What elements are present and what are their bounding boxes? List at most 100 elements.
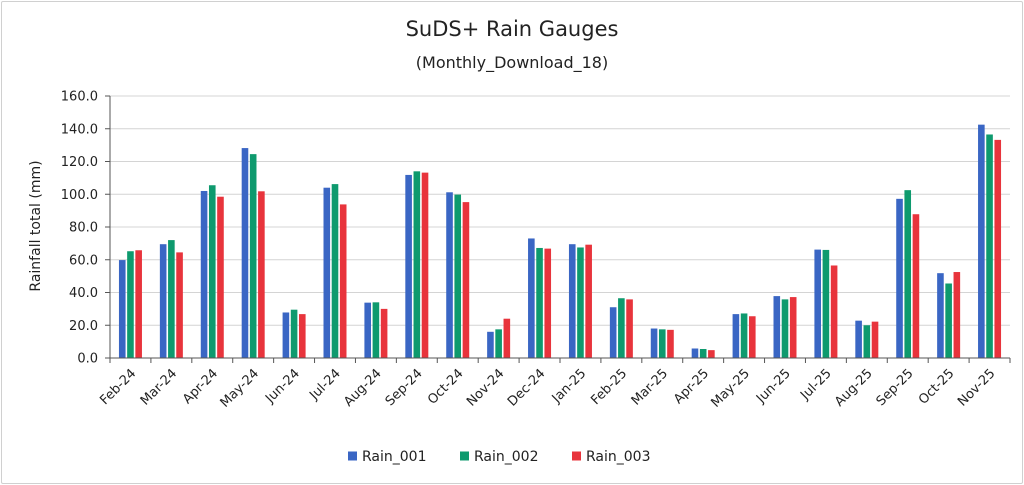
bar-group-aug-24 [364, 302, 388, 358]
bar-group-aug-25 [855, 320, 879, 358]
bar-rain-001-nov-24 [487, 331, 494, 358]
bar-group-apr-24 [200, 185, 224, 358]
bar-rain-001-jan-25 [568, 244, 576, 358]
legend-label: Rain_002 [474, 449, 538, 465]
y-tick-label: 40.0 [69, 286, 98, 301]
bar-rain-001-feb-25 [609, 307, 617, 358]
x-tick-label: Jun-24 [262, 366, 303, 407]
bar-rain-002-mar-24 [168, 240, 175, 358]
x-tick-label: May-24 [218, 366, 262, 410]
bar-rain-002-nov-24 [495, 329, 502, 358]
bar-rain-003-dec-24 [544, 248, 552, 358]
bar-rain-003-jan-25 [585, 244, 592, 358]
x-tick-label: Sep-25 [874, 366, 917, 409]
x-tick-label: Oct-24 [425, 366, 467, 408]
x-tick-label: Feb-25 [588, 366, 630, 408]
bar-group-sep-24 [405, 171, 429, 358]
x-tick-label: Jun-25 [753, 366, 794, 407]
x-tick-label: Jan-25 [549, 366, 590, 407]
bar-group-dec-24 [528, 238, 552, 358]
y-axis-label: Rainfall total (mm) [28, 160, 44, 291]
y-tick-label: 140.0 [61, 122, 98, 137]
y-tick-label: 100.0 [61, 188, 98, 203]
x-tick-label: Feb-24 [97, 366, 139, 408]
chart-title: SuDS+ Rain Gauges [406, 17, 619, 41]
bar-rain-003-sep-25 [912, 214, 920, 358]
bar-rain-003-sep-24 [421, 172, 429, 358]
bar-rain-003-feb-24 [135, 250, 142, 358]
bar-rain-002-nov-25 [986, 134, 993, 358]
bar-rain-002-jan-25 [577, 247, 584, 358]
bar-rain-003-nov-25 [994, 139, 1002, 358]
bar-rain-002-jun-24 [290, 309, 298, 358]
bar-rain-001-mar-24 [159, 244, 167, 358]
bar-group-mar-25 [650, 328, 674, 358]
x-tick-label: Apr-25 [671, 366, 712, 407]
bar-group-mar-24 [159, 240, 183, 358]
bar-rain-002-dec-24 [536, 247, 543, 358]
x-tick-label: Oct-25 [916, 366, 958, 408]
bar-group-may-25 [732, 313, 756, 358]
bar-group-oct-24 [446, 192, 470, 358]
x-tick-label: May-25 [708, 366, 752, 410]
bar-rain-001-aug-24 [364, 302, 372, 358]
legend-swatch-rain-001 [348, 451, 357, 461]
bar-rain-001-aug-25 [855, 320, 862, 358]
y-tick-label: 80.0 [69, 221, 98, 236]
legend-swatch-rain-002 [460, 451, 469, 461]
legend-label: Rain_001 [362, 449, 426, 465]
bar-rain-001-feb-24 [118, 260, 126, 358]
bar-rain-001-sep-24 [405, 174, 412, 358]
bar-rain-003-mar-24 [176, 252, 183, 358]
x-tick-label: Aug-24 [341, 366, 385, 410]
x-tick-label: Jul-25 [797, 366, 834, 403]
bar-rain-003-may-25 [748, 316, 756, 358]
bar-rain-002-sep-25 [904, 190, 912, 358]
bar-rain-003-jun-25 [789, 297, 797, 358]
bar-rain-003-apr-25 [708, 350, 715, 358]
legend: Rain_001 Rain_002 Rain_003 [348, 449, 650, 465]
y-tick-label: 60.0 [69, 253, 98, 268]
bar-rain-001-may-25 [732, 314, 740, 358]
bar-group-oct-25 [937, 272, 961, 358]
x-tick-label: Mar-25 [629, 366, 671, 408]
bar-rain-001-jul-25 [814, 249, 822, 358]
x-tick-label: Jul-24 [306, 366, 343, 403]
bar-group-feb-24 [118, 250, 142, 358]
bar-rain-002-jul-24 [331, 184, 339, 358]
bar-rain-001-apr-24 [200, 190, 208, 358]
bar-rain-001-jun-24 [282, 312, 290, 358]
bar-rain-003-feb-25 [626, 299, 633, 358]
bar-rain-003-may-24 [258, 191, 265, 358]
bar-rain-002-apr-25 [699, 348, 707, 358]
bar-group-jan-25 [568, 244, 592, 358]
bar-rain-001-dec-24 [528, 238, 535, 358]
bar-rain-003-jun-24 [298, 314, 306, 358]
y-tick-label: 20.0 [69, 319, 98, 334]
bar-rain-003-aug-24 [380, 308, 388, 358]
y-tick-label: 120.0 [61, 155, 98, 170]
bar-group-jul-25 [814, 249, 838, 358]
bar-rain-003-apr-24 [217, 196, 224, 358]
bar-rain-002-mar-25 [658, 329, 666, 358]
chart-subtitle: (Monthly_Download_18) [416, 53, 608, 73]
bar-rain-002-aug-24 [372, 302, 380, 358]
bar-group-jul-24 [323, 184, 347, 358]
bar-rain-001-mar-25 [650, 328, 658, 358]
bar-rain-001-jun-25 [773, 296, 781, 358]
bar-rain-002-feb-25 [618, 298, 625, 358]
bar-rain-002-oct-24 [454, 194, 462, 358]
bar-rain-002-aug-25 [863, 325, 871, 358]
y-tick-label: 0.0 [77, 352, 98, 367]
bar-rain-003-oct-24 [462, 202, 470, 358]
bar-group-apr-25 [691, 348, 715, 358]
bar-rain-001-apr-25 [691, 348, 699, 358]
bar-group-may-24 [241, 148, 265, 358]
bar-group-feb-25 [609, 298, 633, 358]
bar-rain-003-jul-24 [339, 204, 347, 358]
bar-group-nov-25 [978, 124, 1002, 358]
y-tick-label: 160.0 [61, 90, 98, 105]
y-axis-ticks: 0.0 20.0 40.0 60.0 80.0 100.0 120.0 140.0 160.0 [61, 90, 110, 367]
